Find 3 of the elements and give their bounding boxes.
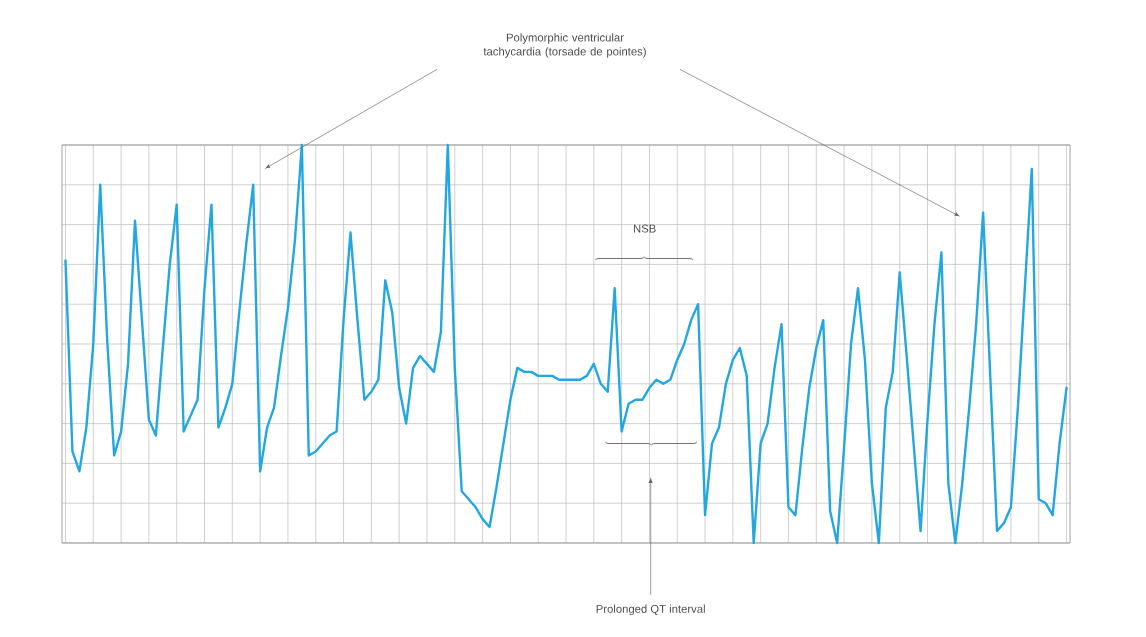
annotation: NSB (633, 224, 656, 233)
text: Prolonged QT interval (596, 604, 705, 616)
text: Polymorphic ventricular tachycardia (torsade de pointes) (483, 33, 646, 58)
